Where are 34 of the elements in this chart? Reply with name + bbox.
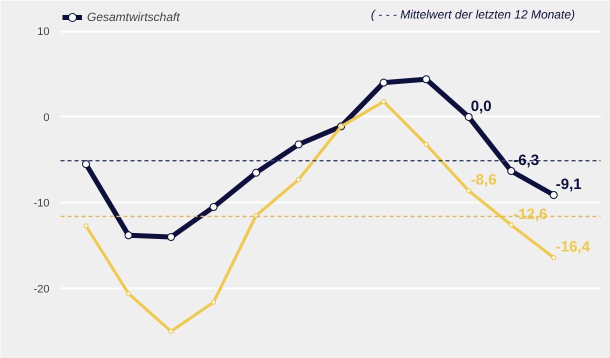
y-tick-label: 10 [37,26,50,38]
point [551,255,556,260]
point [296,177,302,182]
point [82,160,90,168]
data-label: 0,0 [470,98,492,115]
data-label: -12,6 [513,206,548,224]
data-label: -6,3 [513,152,540,169]
point [124,231,133,240]
data-label: -9,1 [556,176,582,194]
point [507,167,516,175]
data-label: -8,6 [470,172,497,189]
y-tick-label: 0 [43,112,50,124]
point [168,328,174,334]
point [84,223,89,228]
annotation: ( - - - Mittelwert der letzten 12 Monate) [370,8,575,22]
y-tick-label: -10 [34,198,50,210]
point [211,300,216,305]
point [381,99,386,104]
point [550,191,558,199]
point [466,188,472,194]
point [254,213,259,218]
y-tick-label: -20 [34,283,50,296]
point [252,168,260,177]
point [167,233,176,242]
point [422,75,430,84]
point [126,291,132,296]
point [380,78,388,87]
point [424,142,429,147]
data-label: -16,4 [556,238,591,256]
point [210,203,218,212]
legend-label: Gesamtwirtschaft [87,10,180,24]
point [508,222,514,228]
point [464,112,473,121]
point [294,140,303,148]
